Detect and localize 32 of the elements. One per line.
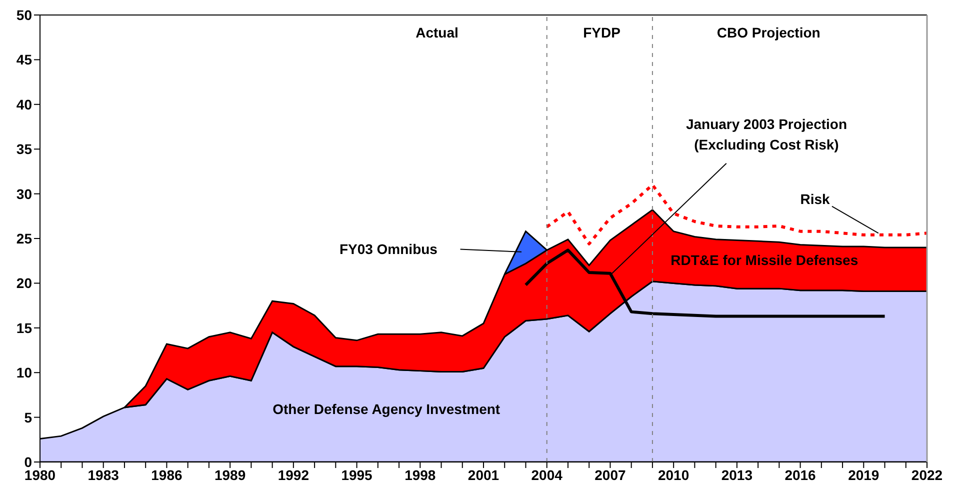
y-tick-label: 5: [24, 409, 32, 426]
y-tick-label: 50: [16, 6, 32, 23]
text: January 2003 Projection (Excluding Cost Risk): [686, 116, 848, 152]
x-tick-label: 2001: [468, 466, 500, 483]
x-tick-label: 1983: [88, 466, 120, 483]
x-tick-label: 2022: [911, 466, 943, 483]
y-tick-label: 25: [16, 230, 32, 246]
x-tick-label: 1986: [151, 466, 182, 483]
series-label: Risk: [800, 191, 830, 208]
y-tick-label: 10: [16, 364, 32, 381]
x-tick-label: 1995: [341, 466, 373, 483]
legend-label: FY03 Omnibus: [339, 241, 438, 258]
y-tick-label: 40: [16, 96, 32, 112]
y-tick-label: 45: [16, 52, 32, 68]
series-label: RDT&E for Missile Defenses: [670, 252, 858, 268]
y-tick-label: 35: [16, 141, 32, 158]
y-tick-label: 20: [16, 275, 32, 292]
series-label: Other Defense Agency Investment: [272, 401, 500, 418]
x-tick-label: 2019: [848, 466, 880, 483]
x-tick-label: 2007: [594, 466, 626, 483]
annotation: Actual: [416, 24, 458, 40]
x-tick-label: 1998: [404, 466, 436, 483]
x-tick-label: 1989: [214, 466, 246, 483]
x-tick-label: 2010: [658, 466, 690, 483]
y-tick-label: 15: [16, 320, 32, 336]
x-tick-label: 1992: [278, 466, 310, 483]
annotation: CBO Projection: [716, 24, 820, 40]
annotation: FYDP: [583, 24, 620, 40]
x-tick-label: 2016: [784, 466, 816, 483]
y-tick-label: 30: [16, 186, 32, 202]
x-tick-label: 2004: [531, 466, 563, 483]
x-tick-label: 2013: [721, 466, 753, 483]
